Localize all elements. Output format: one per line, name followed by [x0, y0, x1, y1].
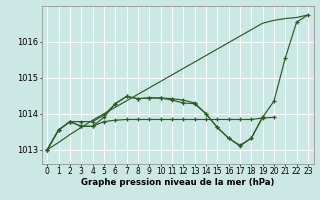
X-axis label: Graphe pression niveau de la mer (hPa): Graphe pression niveau de la mer (hPa) — [81, 178, 274, 187]
